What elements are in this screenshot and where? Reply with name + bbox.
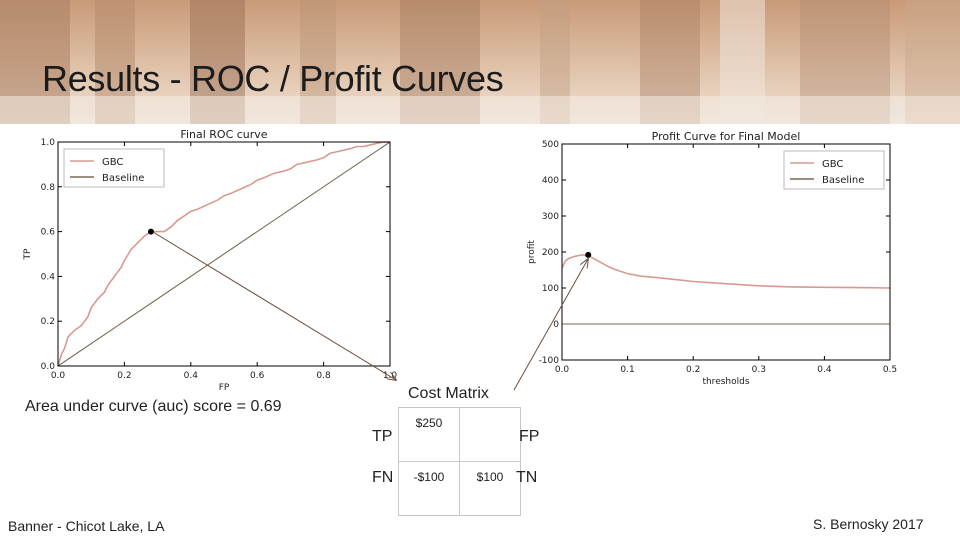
cost-matrix-title: Cost Matrix: [408, 385, 489, 402]
x-tick-label: 0.2: [686, 365, 700, 375]
cost-cell-fn-fp: -$100: [398, 461, 460, 516]
y-tick-label: 0: [553, 320, 559, 330]
x-tick-label: 0.3: [752, 365, 766, 375]
x-tick-label: 0.8: [316, 371, 331, 381]
y-axis-label: profit: [527, 240, 537, 264]
cost-row-label-tp: TP: [372, 428, 393, 445]
cost-matrix-row: -$100 $100: [398, 461, 521, 516]
legend-label: Baseline: [102, 173, 144, 184]
x-tick-label: 0.6: [250, 371, 265, 381]
chart-title: Final ROC curve: [180, 128, 267, 141]
cost-col-label-tn: TN: [516, 469, 538, 486]
y-tick-label: 0.2: [41, 317, 55, 327]
x-axis-label: FP: [219, 383, 230, 393]
cost-matrix-row: $250: [398, 407, 521, 462]
y-tick-label: 400: [542, 176, 559, 186]
cost-matrix-table: $250 -$100 $100: [398, 407, 521, 516]
footer-caption: Banner - Chicot Lake, LA: [8, 518, 165, 534]
series-line-gbc: [57, 141, 390, 367]
y-axis-label: TP: [23, 248, 33, 260]
cost-cell-tp-tn: [459, 407, 521, 462]
x-tick-label: 0.2: [117, 371, 131, 381]
x-tick-label: 0.0: [51, 371, 66, 381]
slide-title: Results - ROC / Profit Curves: [42, 58, 504, 99]
y-tick-label: 0.8: [41, 183, 56, 193]
y-tick-label: 0.0: [41, 362, 56, 372]
footer-author: S. Bernosky 2017: [813, 516, 924, 532]
y-tick-label: 0.6: [41, 228, 56, 238]
x-tick-label: 0.4: [184, 371, 199, 381]
threshold-marker: [585, 251, 592, 258]
x-tick-label: 1.0: [383, 371, 398, 381]
x-tick-label: 0.5: [883, 365, 897, 375]
legend-label: Baseline: [822, 175, 864, 186]
y-tick-label: 500: [542, 140, 559, 150]
legend-label: GBC: [102, 157, 123, 168]
legend-box: [63, 148, 165, 188]
plot-frame: [561, 143, 891, 361]
roc-chart: Final ROC curve 0.0 0.2 0.4 0.6 0.8 1.0 0.0 0.2 0…: [23, 128, 398, 393]
x-tick-label: 0.0: [555, 365, 570, 375]
y-tick-label: 300: [542, 212, 559, 222]
chart-title: Profit Curve for Final Model: [652, 130, 801, 143]
cost-col-label-fp: FP: [519, 428, 540, 445]
y-tick-label: -100: [539, 356, 560, 366]
auc-score-text: Area under curve (auc) score = 0.69: [25, 398, 282, 415]
threshold-marker: [147, 228, 154, 235]
cost-cell-fn-tn: $100: [459, 461, 521, 516]
legend-label: GBC: [822, 159, 843, 170]
banner-photo: [0, 0, 960, 124]
x-tick-label: 0.4: [817, 365, 832, 375]
y-tick-label: 0.4: [41, 272, 56, 282]
legend-box: [783, 150, 885, 190]
cost-cell-tp-fp: $250: [398, 407, 460, 462]
series-line-gbc: [561, 254, 891, 289]
x-axis-label: thresholds: [702, 377, 749, 387]
profit-chart: Profit Curve for Final Model 0.0 0.1 0.2 0.3…: [527, 130, 897, 387]
y-tick-label: 1.0: [41, 138, 56, 148]
y-tick-label: 100: [542, 284, 559, 294]
banner: Results - ROC / Profit Curves: [0, 0, 960, 124]
cost-row-label-fn: FN: [372, 469, 394, 486]
x-tick-label: 0.1: [620, 365, 634, 375]
y-tick-label: 200: [542, 248, 559, 258]
